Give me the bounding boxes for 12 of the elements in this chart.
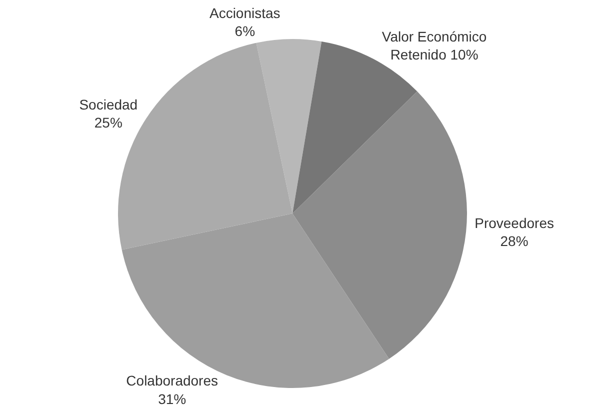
pie-slice [292,91,467,359]
pie-slice [256,39,322,214]
slice-label: Valor Económico Retenido 10% [382,28,487,63]
pie-slice [122,214,390,388]
data-label: 31% [158,390,186,407]
data-label: 28% [500,233,528,250]
data-label: 6% [234,23,256,40]
slice-label: Accionistas [209,4,280,21]
data-label: 25% [94,114,122,130]
slice-label: Sociedad [79,96,138,112]
slice-label: Colaboradores [126,372,218,389]
slice-label: Proveedores [474,214,554,231]
